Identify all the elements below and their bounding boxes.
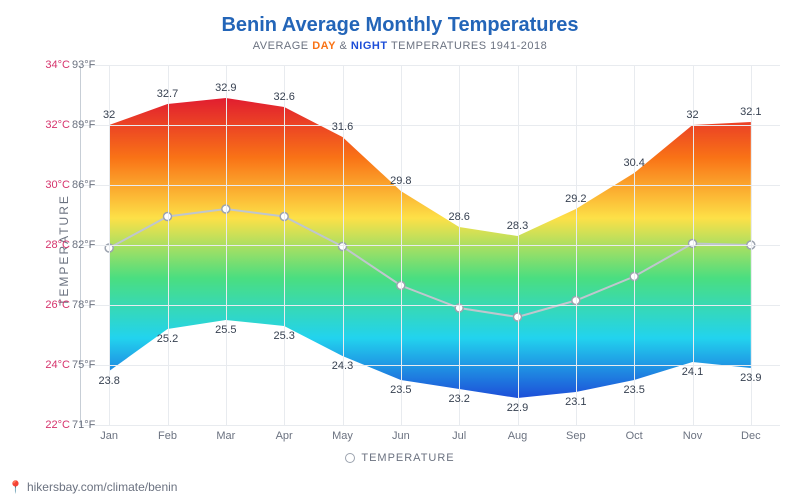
- day-value-label: 32: [686, 109, 698, 121]
- day-value-label: 28.6: [448, 211, 469, 223]
- x-tick-month: Nov: [683, 430, 703, 442]
- subtitle-suffix: TEMPERATURES 1941-2018: [388, 40, 548, 52]
- grid-line-h: [80, 65, 780, 66]
- grid-line-v: [751, 65, 752, 425]
- grid-line-h: [80, 125, 780, 126]
- x-tick-month: Aug: [508, 430, 528, 442]
- x-tick-month: Apr: [276, 430, 293, 442]
- temp-range-area: [109, 98, 751, 398]
- y-tick-fahrenheit: 82°F: [72, 239, 95, 251]
- legend-marker-icon: [345, 453, 355, 463]
- y-tick-celsius: 34°C: [30, 59, 70, 71]
- night-value-label: 25.5: [215, 324, 236, 336]
- subtitle-amp: &: [336, 40, 351, 52]
- x-tick-month: Sep: [566, 430, 586, 442]
- grid-line-v: [576, 65, 577, 425]
- night-value-label: 22.9: [507, 402, 528, 414]
- chart-subtitle: AVERAGE DAY & NIGHT TEMPERATURES 1941-20…: [0, 40, 800, 52]
- chart-container: Benin Average Monthly Temperatures AVERA…: [0, 0, 800, 500]
- grid-line-v: [226, 65, 227, 425]
- y-tick-celsius: 28°C: [30, 239, 70, 251]
- y-tick-fahrenheit: 75°F: [72, 359, 95, 371]
- grid-line-v: [168, 65, 169, 425]
- grid-line-h: [80, 365, 780, 366]
- day-value-label: 28.3: [507, 220, 528, 232]
- night-value-label: 24.1: [682, 366, 703, 378]
- y-tick-fahrenheit: 78°F: [72, 299, 95, 311]
- x-tick-month: Jan: [100, 430, 118, 442]
- night-value-label: 23.5: [390, 384, 411, 396]
- source-link[interactable]: 📍 hikersbay.com/climate/benin: [8, 480, 177, 494]
- grid-line-h: [80, 425, 780, 426]
- day-value-label: 29.2: [565, 193, 586, 205]
- y-tick-fahrenheit: 71°F: [72, 419, 95, 431]
- y-tick-celsius: 26°C: [30, 299, 70, 311]
- x-tick-month: Feb: [158, 430, 177, 442]
- y-tick-celsius: 22°C: [30, 419, 70, 431]
- y-tick-celsius: 32°C: [30, 119, 70, 131]
- source-text: hikersbay.com/climate/benin: [27, 480, 178, 494]
- grid-line-v: [401, 65, 402, 425]
- subtitle-prefix: AVERAGE: [253, 40, 312, 52]
- night-value-label: 24.3: [332, 360, 353, 372]
- night-value-label: 23.9: [740, 372, 761, 384]
- y-tick-fahrenheit: 86°F: [72, 179, 95, 191]
- day-value-label: 32.1: [740, 106, 761, 118]
- night-value-label: 23.8: [98, 375, 119, 387]
- day-value-label: 30.4: [623, 157, 644, 169]
- night-value-label: 23.2: [448, 393, 469, 405]
- day-value-label: 29.8: [390, 175, 411, 187]
- grid-line-h: [80, 245, 780, 246]
- x-tick-month: Mar: [216, 430, 235, 442]
- x-tick-month: May: [332, 430, 353, 442]
- y-tick-fahrenheit: 93°F: [72, 59, 95, 71]
- day-value-label: 32.7: [157, 88, 178, 100]
- night-value-label: 25.3: [273, 330, 294, 342]
- grid-line-h: [80, 185, 780, 186]
- subtitle-day: DAY: [312, 40, 336, 52]
- legend: TEMPERATURE: [0, 452, 800, 464]
- night-value-label: 25.2: [157, 333, 178, 345]
- pin-icon: 📍: [8, 480, 23, 494]
- x-tick-month: Dec: [741, 430, 761, 442]
- y-tick-celsius: 30°C: [30, 179, 70, 191]
- grid-line-h: [80, 305, 780, 306]
- grid-line-v: [284, 65, 285, 425]
- day-value-label: 31.6: [332, 121, 353, 133]
- night-value-label: 23.5: [623, 384, 644, 396]
- grid-line-v: [459, 65, 460, 425]
- day-value-label: 32.9: [215, 82, 236, 94]
- subtitle-night: NIGHT: [351, 40, 388, 52]
- night-value-label: 23.1: [565, 396, 586, 408]
- day-value-label: 32: [103, 109, 115, 121]
- day-value-label: 32.6: [273, 91, 294, 103]
- y-tick-fahrenheit: 89°F: [72, 119, 95, 131]
- legend-label: TEMPERATURE: [361, 452, 454, 464]
- chart-title: Benin Average Monthly Temperatures: [0, 14, 800, 37]
- grid-line-v: [518, 65, 519, 425]
- x-tick-month: Oct: [626, 430, 643, 442]
- grid-line-v: [634, 65, 635, 425]
- x-tick-month: Jul: [452, 430, 466, 442]
- x-tick-month: Jun: [392, 430, 410, 442]
- y-tick-celsius: 24°C: [30, 359, 70, 371]
